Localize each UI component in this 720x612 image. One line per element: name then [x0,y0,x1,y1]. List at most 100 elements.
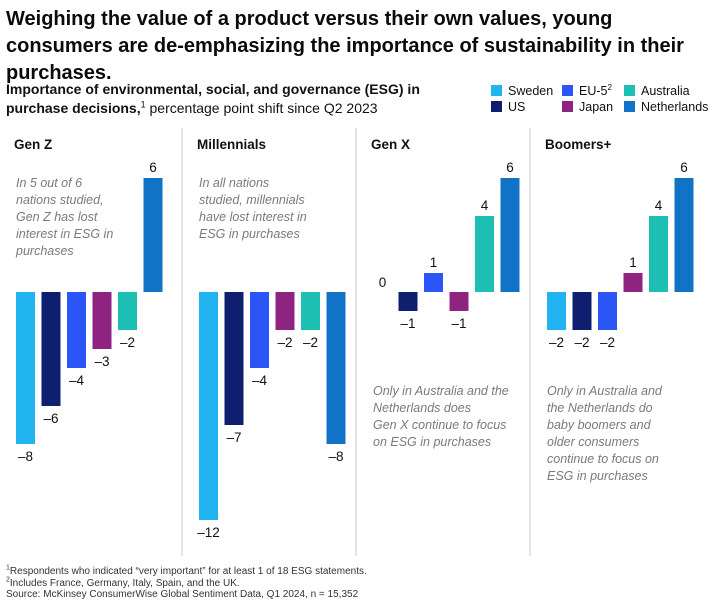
panel-note-line: continue to focus on [547,452,659,466]
legend-label: EU-5 [579,84,608,98]
subtitle-bold: Importance of environmental, social, and… [6,81,420,116]
legend-swatch [624,85,635,96]
chart-subtitle: Importance of environmental, social, and… [6,80,446,118]
footnote-text: Respondents who indicated “very importan… [9,566,367,577]
legend-label: Sweden [508,84,554,98]
data-label: –1 [451,316,466,331]
panel-note-line: Gen Z has lost [16,210,98,224]
panel-note-line: Only in Australia and the [373,384,509,398]
bar-millennials-us [224,292,244,425]
footnote-marker: 2 [6,576,10,584]
footnote-source: Source: McKinsey ConsumerWise Global Sen… [6,589,716,601]
bar-gen-x-japan [449,292,469,311]
legend-item-netherlands: Netherlands [624,100,708,115]
data-label: –4 [69,373,85,388]
legend-item-japan: Japan [562,100,613,115]
panel-note-line: Netherlands does [373,401,471,415]
bar-millennials-sweden [199,292,218,520]
panel-title-gen-x: Gen X [371,137,410,152]
panel-note-line: nations studied, [16,193,104,207]
legend-label: Japan [579,100,614,114]
panel-note-line: Only in Australia and [547,384,663,398]
legend-label: Australia [641,84,690,98]
bar-boomers-netherlands [674,178,694,292]
bar-gen-z-sweden [16,292,35,444]
footnotes: 1Respondents who indicated “very importa… [6,564,716,601]
panel-note-line: interest in ESG in [16,227,113,241]
legend-sup: 2 [607,82,612,92]
data-label: 1 [629,255,637,270]
legend-swatch [491,85,502,96]
data-label: –6 [43,411,58,426]
data-label: 6 [506,160,514,175]
legend-swatch [624,101,635,112]
bar-boomers-sweden [547,292,566,330]
bar-chart: Gen Z In 5 out of 6 nations studied, Gen Z … [14,128,694,556]
legend-item-sweden: Sweden [491,84,553,99]
panel-note-line: Gen X continue to focus [373,418,506,432]
panel-note-line: In 5 out of 6 [16,176,82,190]
data-label: –2 [120,335,135,350]
data-label: –7 [226,430,241,445]
data-label: –2 [303,335,318,350]
bar-millennials-australia [301,292,320,330]
bar-gen-z-japan [92,292,112,349]
data-label: 6 [149,160,157,175]
panel-title-gen-z: Gen Z [14,137,52,152]
footnote-1: 1Respondents who indicated “very importa… [6,564,716,578]
panel-note-line: the Netherlands do [547,401,653,415]
panel-note-line: ESG in purchases [547,469,648,483]
legend-swatch [562,101,573,112]
data-label: –12 [197,525,220,540]
subtitle-footnote-marker: 1 [140,99,146,110]
data-label: –2 [600,335,615,350]
footnote-text: Source: McKinsey ConsumerWise Global Sen… [6,589,359,600]
legend: Sweden EU-52 Australia US Japan Netherla… [491,82,720,118]
bar-boomers-us [572,292,592,330]
panel-note-line: In all nations [199,176,269,190]
legend-item-us: US [491,100,525,115]
data-label: 4 [481,198,489,213]
legend-swatch [491,101,502,112]
panel-note-line: baby boomers and [547,418,652,432]
bar-gen-x-us [398,292,418,311]
panel-note-line: purchases [15,244,74,258]
panel-note-line: older consumers [547,435,639,449]
footnote-marker: 1 [6,564,10,572]
subtitle-rest: percentage point shift since Q2 2023 [145,100,378,116]
panel-title-boomers: Boomers+ [545,137,612,152]
data-label: 0 [379,275,387,290]
panel-note-line: have lost interest in [199,210,307,224]
data-label: –2 [277,335,292,350]
panel-note-line: on ESG in purchases [373,435,491,449]
data-label: 6 [680,160,688,175]
bar-boomers-japan [623,273,643,292]
bar-gen-x-netherlands [500,178,520,292]
legend-item-eu5: EU-52 [562,82,612,99]
bar-millennials-eu5 [250,292,269,368]
bar-gen-z-us [41,292,61,406]
bar-gen-x-australia [475,216,494,292]
data-label: –2 [549,335,564,350]
legend-label: Netherlands [641,100,709,114]
data-label: 1 [430,255,438,270]
footnote-text: Includes France, Germany, Italy, Spain, … [9,577,240,589]
legend-item-australia: Australia [624,84,690,99]
data-label: –4 [252,373,268,388]
data-label: –3 [94,354,109,369]
data-label: –8 [18,449,33,464]
panel-title-millennials: Millennials [197,137,266,152]
bar-gen-z-eu5 [67,292,86,368]
bar-boomers-australia [649,216,668,292]
data-label: 4 [655,198,663,213]
bar-millennials-netherlands [326,292,346,444]
data-label: –8 [328,449,343,464]
chart-headline: Weighing the value of a product versus t… [6,8,684,84]
bar-gen-z-australia [118,292,137,330]
bar-gen-z-netherlands [143,178,163,292]
legend-label: US [508,100,526,114]
panel-note-line: ESG in purchases [199,227,300,241]
legend-swatch [562,85,573,96]
bar-millennials-japan [275,292,295,330]
data-label: –2 [574,335,589,350]
